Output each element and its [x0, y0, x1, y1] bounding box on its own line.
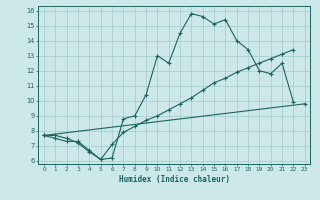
X-axis label: Humidex (Indice chaleur): Humidex (Indice chaleur) [119, 175, 230, 184]
